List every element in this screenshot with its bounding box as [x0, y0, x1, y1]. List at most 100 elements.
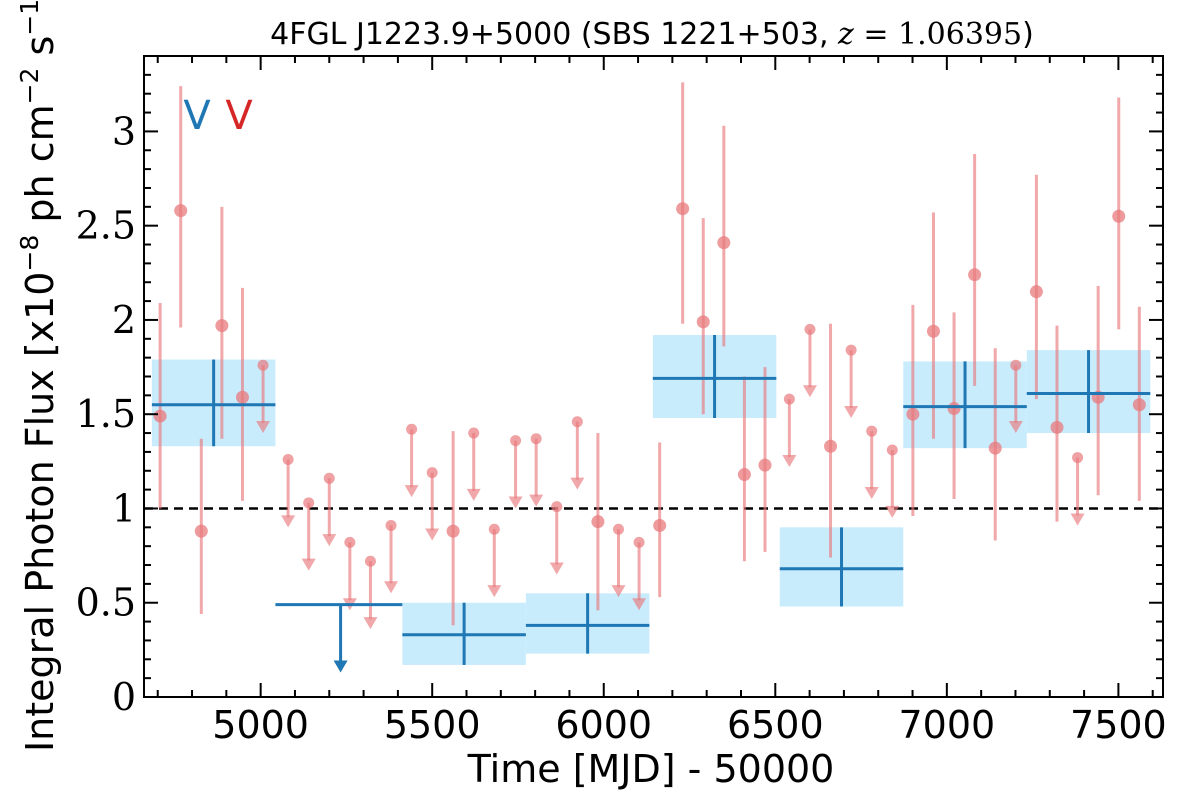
- fine-upper-limit-point: [257, 359, 269, 371]
- x-tick-label: 5500: [384, 703, 481, 747]
- fine-data-point: [947, 402, 961, 416]
- plot-frame: [143, 55, 1164, 698]
- fine-data-point: [1029, 285, 1043, 299]
- fine-upper-limit-point: [282, 453, 294, 465]
- fine-upper-limit-point: [303, 497, 315, 509]
- fine-data-point: [676, 202, 690, 216]
- fine-upper-limit-arrow: [363, 617, 378, 630]
- fine-upper-limit-point: [613, 523, 625, 535]
- fine-data-point: [758, 458, 772, 472]
- fine-data-point: [1132, 398, 1146, 412]
- fine-upper-limit-arrow: [404, 485, 419, 498]
- fine-data-point: [988, 441, 1002, 455]
- ylabel-middle: ph cm: [18, 104, 62, 234]
- ylabel-middle2: s: [18, 36, 62, 68]
- coarse-bin-layer: [151, 335, 1151, 673]
- fine-data-point: [591, 515, 605, 529]
- fine-data-point: [968, 268, 982, 282]
- y-tick-label: 0.5: [76, 581, 136, 625]
- fine-upper-limit-arrow: [802, 385, 817, 398]
- coarse-upper-limit-arrow: [333, 660, 348, 673]
- title-z-value: = 1.06395: [854, 17, 1022, 52]
- fine-bin-layer: [153, 82, 1146, 630]
- fine-upper-limit-point: [323, 472, 335, 484]
- fine-data-point: [446, 524, 460, 538]
- fine-upper-limit-arrow: [549, 562, 564, 575]
- fine-upper-limit-point: [804, 323, 816, 335]
- coarse-bin-bands: [151, 335, 1151, 665]
- fine-data-point: [906, 407, 920, 421]
- fine-data-point: [717, 236, 731, 250]
- fine-upper-limit-point: [385, 519, 397, 531]
- fine-upper-limit-point: [530, 433, 542, 445]
- fine-upper-limit-arrow: [864, 487, 879, 500]
- fine-data-point: [1112, 209, 1126, 223]
- fine-upper-limit-point: [1010, 359, 1022, 371]
- fine-upper-limit-point: [886, 444, 898, 456]
- fine-data-point: [696, 315, 710, 329]
- fine-upper-limit-arrow: [425, 528, 440, 541]
- title-prefix: 4FGL J1223.9+5000 (SBS 1221+503,: [270, 17, 838, 52]
- fine-upper-limit-point: [571, 416, 583, 428]
- fine-data-point: [174, 204, 188, 218]
- y-tick-label: 0: [112, 675, 136, 719]
- fine-data-point: [737, 468, 751, 482]
- fine-upper-limit-arrow: [508, 496, 523, 509]
- y-axis-label: Integral Photon Flux [x10−8 ph cm−2 s−1]: [15, 0, 62, 752]
- fine-data-point: [1050, 420, 1064, 434]
- fine-data-point: [215, 319, 229, 333]
- fine-data-point: [653, 518, 667, 532]
- fine-upper-limit-arrow: [885, 505, 900, 518]
- fine-upper-limit-arrow: [384, 581, 399, 594]
- fine-upper-limit-arrow: [782, 454, 797, 467]
- x-tick-label: 6000: [555, 703, 652, 747]
- fine-upper-limit-arrow: [466, 488, 481, 501]
- fine-upper-limit-point: [866, 425, 878, 437]
- fine-upper-limit-point: [488, 523, 500, 535]
- fine-data-point: [235, 390, 249, 404]
- x-axis-label: Time [MJD] - 50000: [467, 747, 835, 791]
- fine-data-point: [153, 409, 167, 423]
- period-marker-1: V: [225, 93, 253, 139]
- fine-upper-limit-point: [633, 536, 645, 548]
- x-tick-label: 5000: [212, 703, 309, 747]
- title-suffix: ): [1022, 17, 1034, 52]
- axis-ticks: 5000 5500 6000 6500 7000 7500 0 0.5 1 1.5 2 2.5 3: [76, 55, 1167, 747]
- fine-upper-limit-point: [364, 555, 376, 567]
- fine-data-point: [194, 524, 208, 538]
- chart-title: 4FGL J1223.9+5000 (SBS 1221+503, z = 1.0…: [270, 17, 1034, 52]
- ylabel-exp2: −2: [15, 68, 44, 105]
- x-tick-label: 6500: [727, 703, 824, 747]
- fine-upper-limit-arrow: [844, 405, 859, 418]
- y-tick-label: 3: [112, 109, 136, 153]
- fine-upper-limit-point: [344, 536, 356, 548]
- y-tick-label: 1: [112, 486, 136, 530]
- fine-upper-limit-arrow: [529, 494, 544, 507]
- x-tick-label: 7500: [1070, 703, 1167, 747]
- fine-upper-limit-point: [406, 423, 418, 435]
- fine-upper-limit-arrow: [281, 515, 296, 528]
- fine-upper-limit-point: [510, 435, 522, 447]
- fine-data-point: [824, 439, 838, 453]
- ylabel-exp3: −1: [15, 0, 44, 36]
- period-marker-0: V: [183, 93, 211, 139]
- fine-data-point: [926, 324, 940, 338]
- x-tick-label: 7000: [898, 703, 995, 747]
- fine-upper-limit-point: [845, 344, 857, 356]
- fine-upper-limit-arrow: [322, 534, 337, 547]
- fine-upper-limit-arrow: [570, 477, 585, 490]
- ylabel-prefix: Integral Photon Flux [x10: [18, 272, 62, 753]
- title-z-symbol: z: [837, 17, 854, 52]
- fine-upper-limit-point: [783, 393, 795, 405]
- fine-upper-limit-point: [551, 501, 563, 513]
- fine-upper-limit-point: [468, 427, 480, 439]
- fine-upper-limit-point: [426, 467, 438, 479]
- fine-upper-limit-arrow: [487, 585, 502, 598]
- fine-upper-limit-arrow: [256, 421, 271, 434]
- fine-upper-limit-arrow: [1008, 421, 1023, 434]
- fine-upper-limit-arrow: [1070, 513, 1085, 526]
- y-tick-label: 2: [112, 298, 136, 342]
- fine-upper-limit-arrow: [611, 585, 626, 598]
